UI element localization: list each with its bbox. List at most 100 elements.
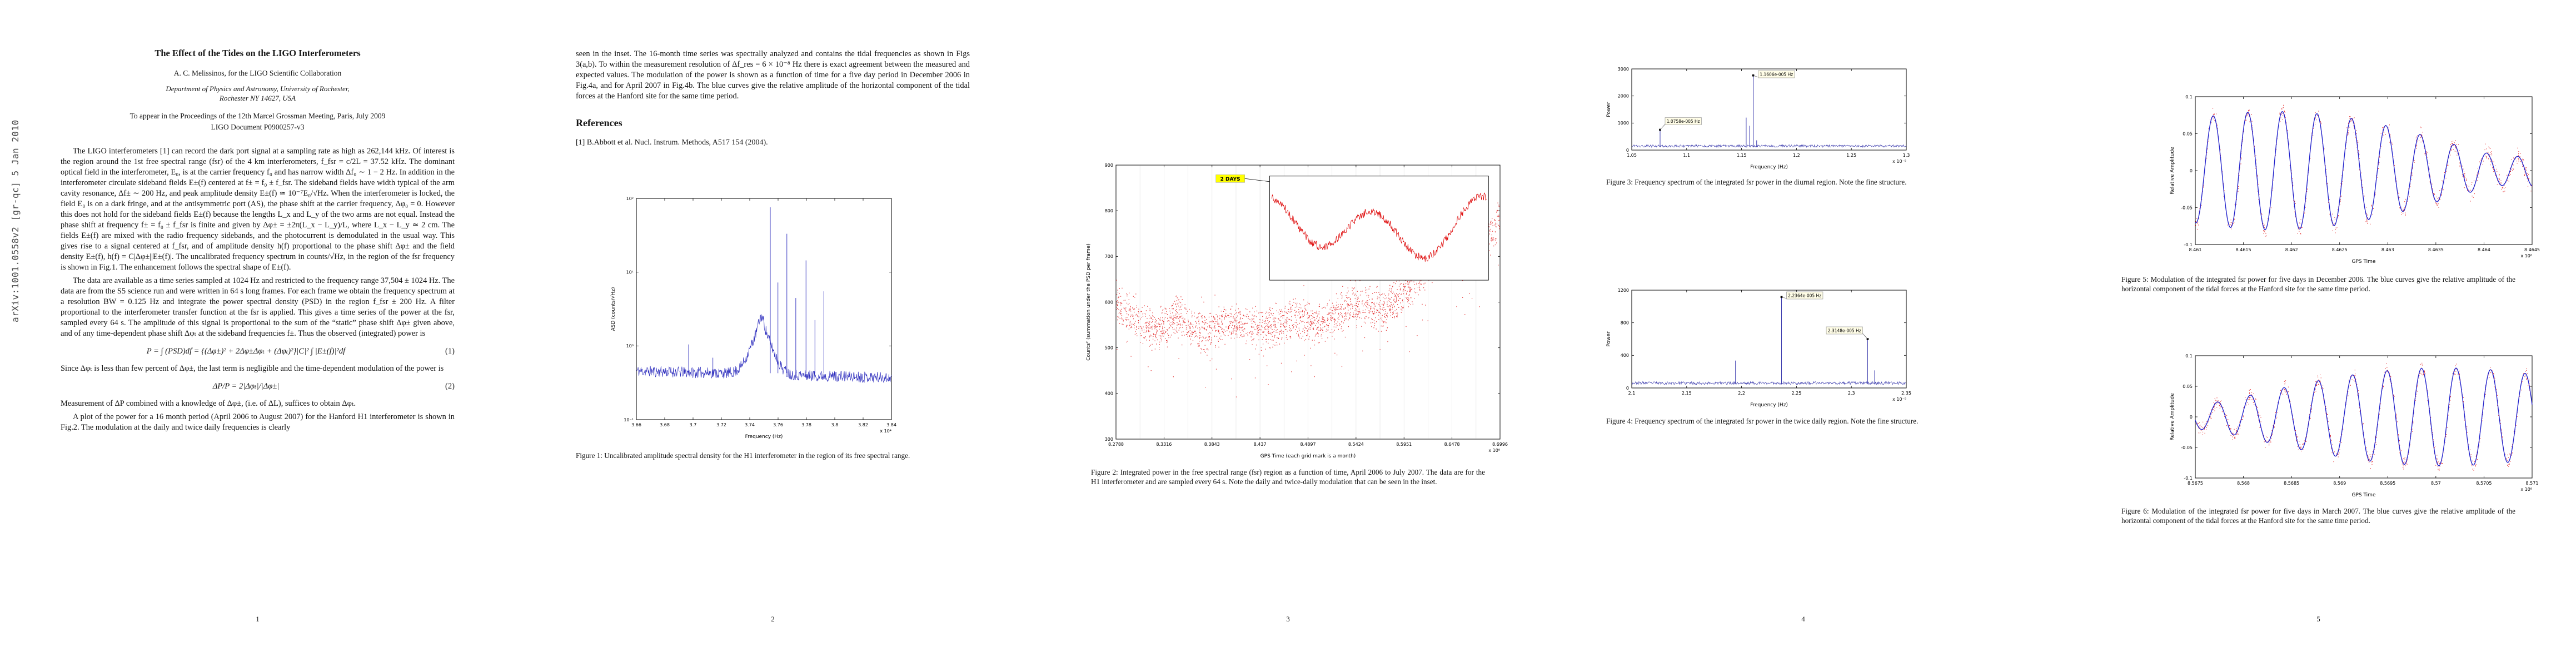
figure-4-caption: Figure 4: Frequency spectrum of the inte… [1606,417,1919,425]
svg-text:0: 0 [1626,386,1629,391]
svg-text:0.05: 0.05 [2183,131,2193,136]
svg-text:10²: 10² [626,196,634,201]
figure-4-plot: 2.1 2.15 2.2 2.25 2.3 2.35 0 400 800 1200 Frequenc… [1604,283,1915,410]
page-5: 8.461 8.4615 8.462 8.4625 8.463 8.4635 8.464 8.… [2061,0,2576,667]
svg-text:-0.05: -0.05 [2181,445,2193,450]
svg-text:-0.1: -0.1 [2184,476,2193,481]
svg-text:400: 400 [1621,353,1629,358]
svg-text:8.4625: 8.4625 [2332,247,2348,252]
svg-text:10⁻¹: 10⁻¹ [624,417,634,422]
svg-text:2000: 2000 [1618,93,1629,98]
svg-text:1.15: 1.15 [1737,153,1747,158]
author-line: A. C. Melissinos, for the LIGO Scientifi… [173,69,342,77]
svg-text:2.2: 2.2 [1738,391,1745,396]
svg-text:2.3: 2.3 [1848,391,1855,396]
figure-5-plot: 8.461 8.4615 8.462 8.4625 8.463 8.4635 8.464 8.… [2168,90,2541,267]
svg-text:Relative Amplitude: Relative Amplitude [2170,147,2175,195]
svg-text:10¹: 10¹ [626,270,634,275]
page-number-5: 5 [2316,615,2320,623]
svg-text:8.571: 8.571 [2526,481,2539,486]
svg-text:GPS Time: GPS Time [2351,492,2375,498]
svg-text:8.4635: 8.4635 [2428,247,2444,252]
svg-text:8.6478: 8.6478 [1444,442,1460,447]
svg-text:1.25: 1.25 [1846,153,1856,158]
svg-text:900: 900 [1105,163,1113,168]
svg-text:Counts² (summation under the P: Counts² (summation under the PSD per fra… [1086,243,1092,361]
continuation-paragraph: seen in the inset. The 16-month time ser… [576,49,970,101]
svg-text:2.3148e-005 Hz: 2.3148e-005 Hz [1828,328,1861,334]
svg-text:Relative Amplitude: Relative Amplitude [2170,393,2175,441]
proceedings-note: To appear in the Proceedings of the 12th… [129,112,386,120]
page-number-1: 1 [256,615,260,623]
svg-text:8.5685: 8.5685 [2284,481,2299,486]
svg-text:x 10⁻⁵: x 10⁻⁵ [1892,397,1906,402]
svg-text:8.461: 8.461 [2189,247,2202,252]
page-1: arXiv:1001.0558v2 [gr-qc] 5 Jan 2010 The… [0,0,515,667]
svg-text:400: 400 [1105,391,1113,396]
arxiv-watermark: arXiv:1001.0558v2 [gr-qc] 5 Jan 2010 [10,120,21,322]
svg-text:8.568: 8.568 [2237,481,2250,486]
svg-text:3.8: 3.8 [831,422,839,427]
svg-text:3.78: 3.78 [801,422,811,427]
svg-text:8.4645: 8.4645 [2524,247,2540,252]
svg-text:GPS Time (each grid mark is a: GPS Time (each grid mark is a month) [1260,454,1356,459]
paragraph-5: A plot of the power for a 16 month perio… [61,412,455,432]
svg-text:1.2: 1.2 [1793,153,1800,158]
svg-text:Power: Power [1606,102,1612,117]
svg-text:0.1: 0.1 [2185,354,2193,359]
svg-text:0.05: 0.05 [2183,384,2193,389]
svg-text:1.1: 1.1 [1683,153,1690,158]
svg-text:-0.05: -0.05 [2181,205,2193,210]
svg-text:Power: Power [1606,331,1612,347]
svg-text:700: 700 [1105,254,1113,259]
svg-text:1200: 1200 [1618,288,1629,293]
svg-text:600: 600 [1105,300,1113,305]
svg-text:3.7: 3.7 [690,422,697,427]
svg-text:800: 800 [1621,320,1629,325]
paragraph-1: The LIGO interferometers [1] can record … [61,147,455,272]
svg-text:3.68: 3.68 [660,422,670,427]
figure-6-plot: 8.5675 8.568 8.5685 8.569 8.5695 8.57 8.5705 8.… [2168,349,2541,500]
svg-text:8.3843: 8.3843 [1204,442,1220,447]
svg-text:x 10⁻⁵: x 10⁻⁵ [1892,159,1906,164]
svg-text:3.76: 3.76 [773,422,783,427]
svg-text:1.3: 1.3 [1903,153,1910,158]
svg-text:1000: 1000 [1618,121,1629,126]
svg-text:ASD (counts/√Hz): ASD (counts/√Hz) [610,287,616,331]
svg-text:3.66: 3.66 [631,422,641,427]
figure-2-plot: 8.2788 8.3316 8.3843 8.437 8.4897 8.5424 8.595… [1084,158,1509,461]
svg-text:8.4897: 8.4897 [1301,442,1316,447]
svg-text:8.5695: 8.5695 [2380,481,2395,486]
svg-text:8.2788: 8.2788 [1108,442,1124,447]
svg-text:8.464: 8.464 [2478,247,2490,252]
svg-text:0: 0 [2190,168,2193,173]
figure-1-caption: Figure 1: Uncalibrated amplitude spectra… [576,451,910,460]
svg-text:1.0758e-005 Hz: 1.0758e-005 Hz [1667,119,1700,124]
page-1-column: The Effect of the Tides on the LIGO Inte… [61,48,455,436]
svg-text:1.05: 1.05 [1627,153,1637,158]
svg-text:x 10⁸: x 10⁸ [2520,253,2532,258]
equation-1-number: (1) [445,346,455,356]
svg-text:1.1606e-005 Hz: 1.1606e-005 Hz [1760,72,1793,77]
svg-text:800: 800 [1105,208,1113,213]
paragraph-3: Since Δφₜ is less than few percent of Δφ… [61,364,444,373]
page-number-2: 2 [771,615,775,623]
svg-text:x 10⁴: x 10⁴ [880,429,891,434]
svg-text:3.72: 3.72 [716,422,726,427]
equation-2-number: (2) [445,381,455,391]
svg-text:8.5675: 8.5675 [2188,481,2203,486]
svg-text:0: 0 [2190,415,2193,420]
svg-text:Frequency (Hz): Frequency (Hz) [1750,402,1788,408]
svg-text:8.57: 8.57 [2431,481,2441,486]
equation-1: P = ∫ (PSD)df = {(Δφ±)² + 2Δφ±Δφₜ + (Δφₜ… [146,347,346,356]
page-2-column: seen in the inset. The 16-month time ser… [576,49,970,148]
svg-text:2.15: 2.15 [1682,391,1692,396]
svg-text:2.25: 2.25 [1791,391,1801,396]
svg-text:2.2364e-005 Hz: 2.2364e-005 Hz [1788,293,1821,298]
equation-1-row: P = ∫ (PSD)df = {(Δφ±)² + 2Δφ±Δφₜ + (Δφₜ… [61,346,455,356]
svg-text:8.569: 8.569 [2333,481,2346,486]
svg-text:3.74: 3.74 [745,422,755,427]
svg-text:10⁰: 10⁰ [626,344,634,349]
svg-text:8.4615: 8.4615 [2236,247,2251,252]
